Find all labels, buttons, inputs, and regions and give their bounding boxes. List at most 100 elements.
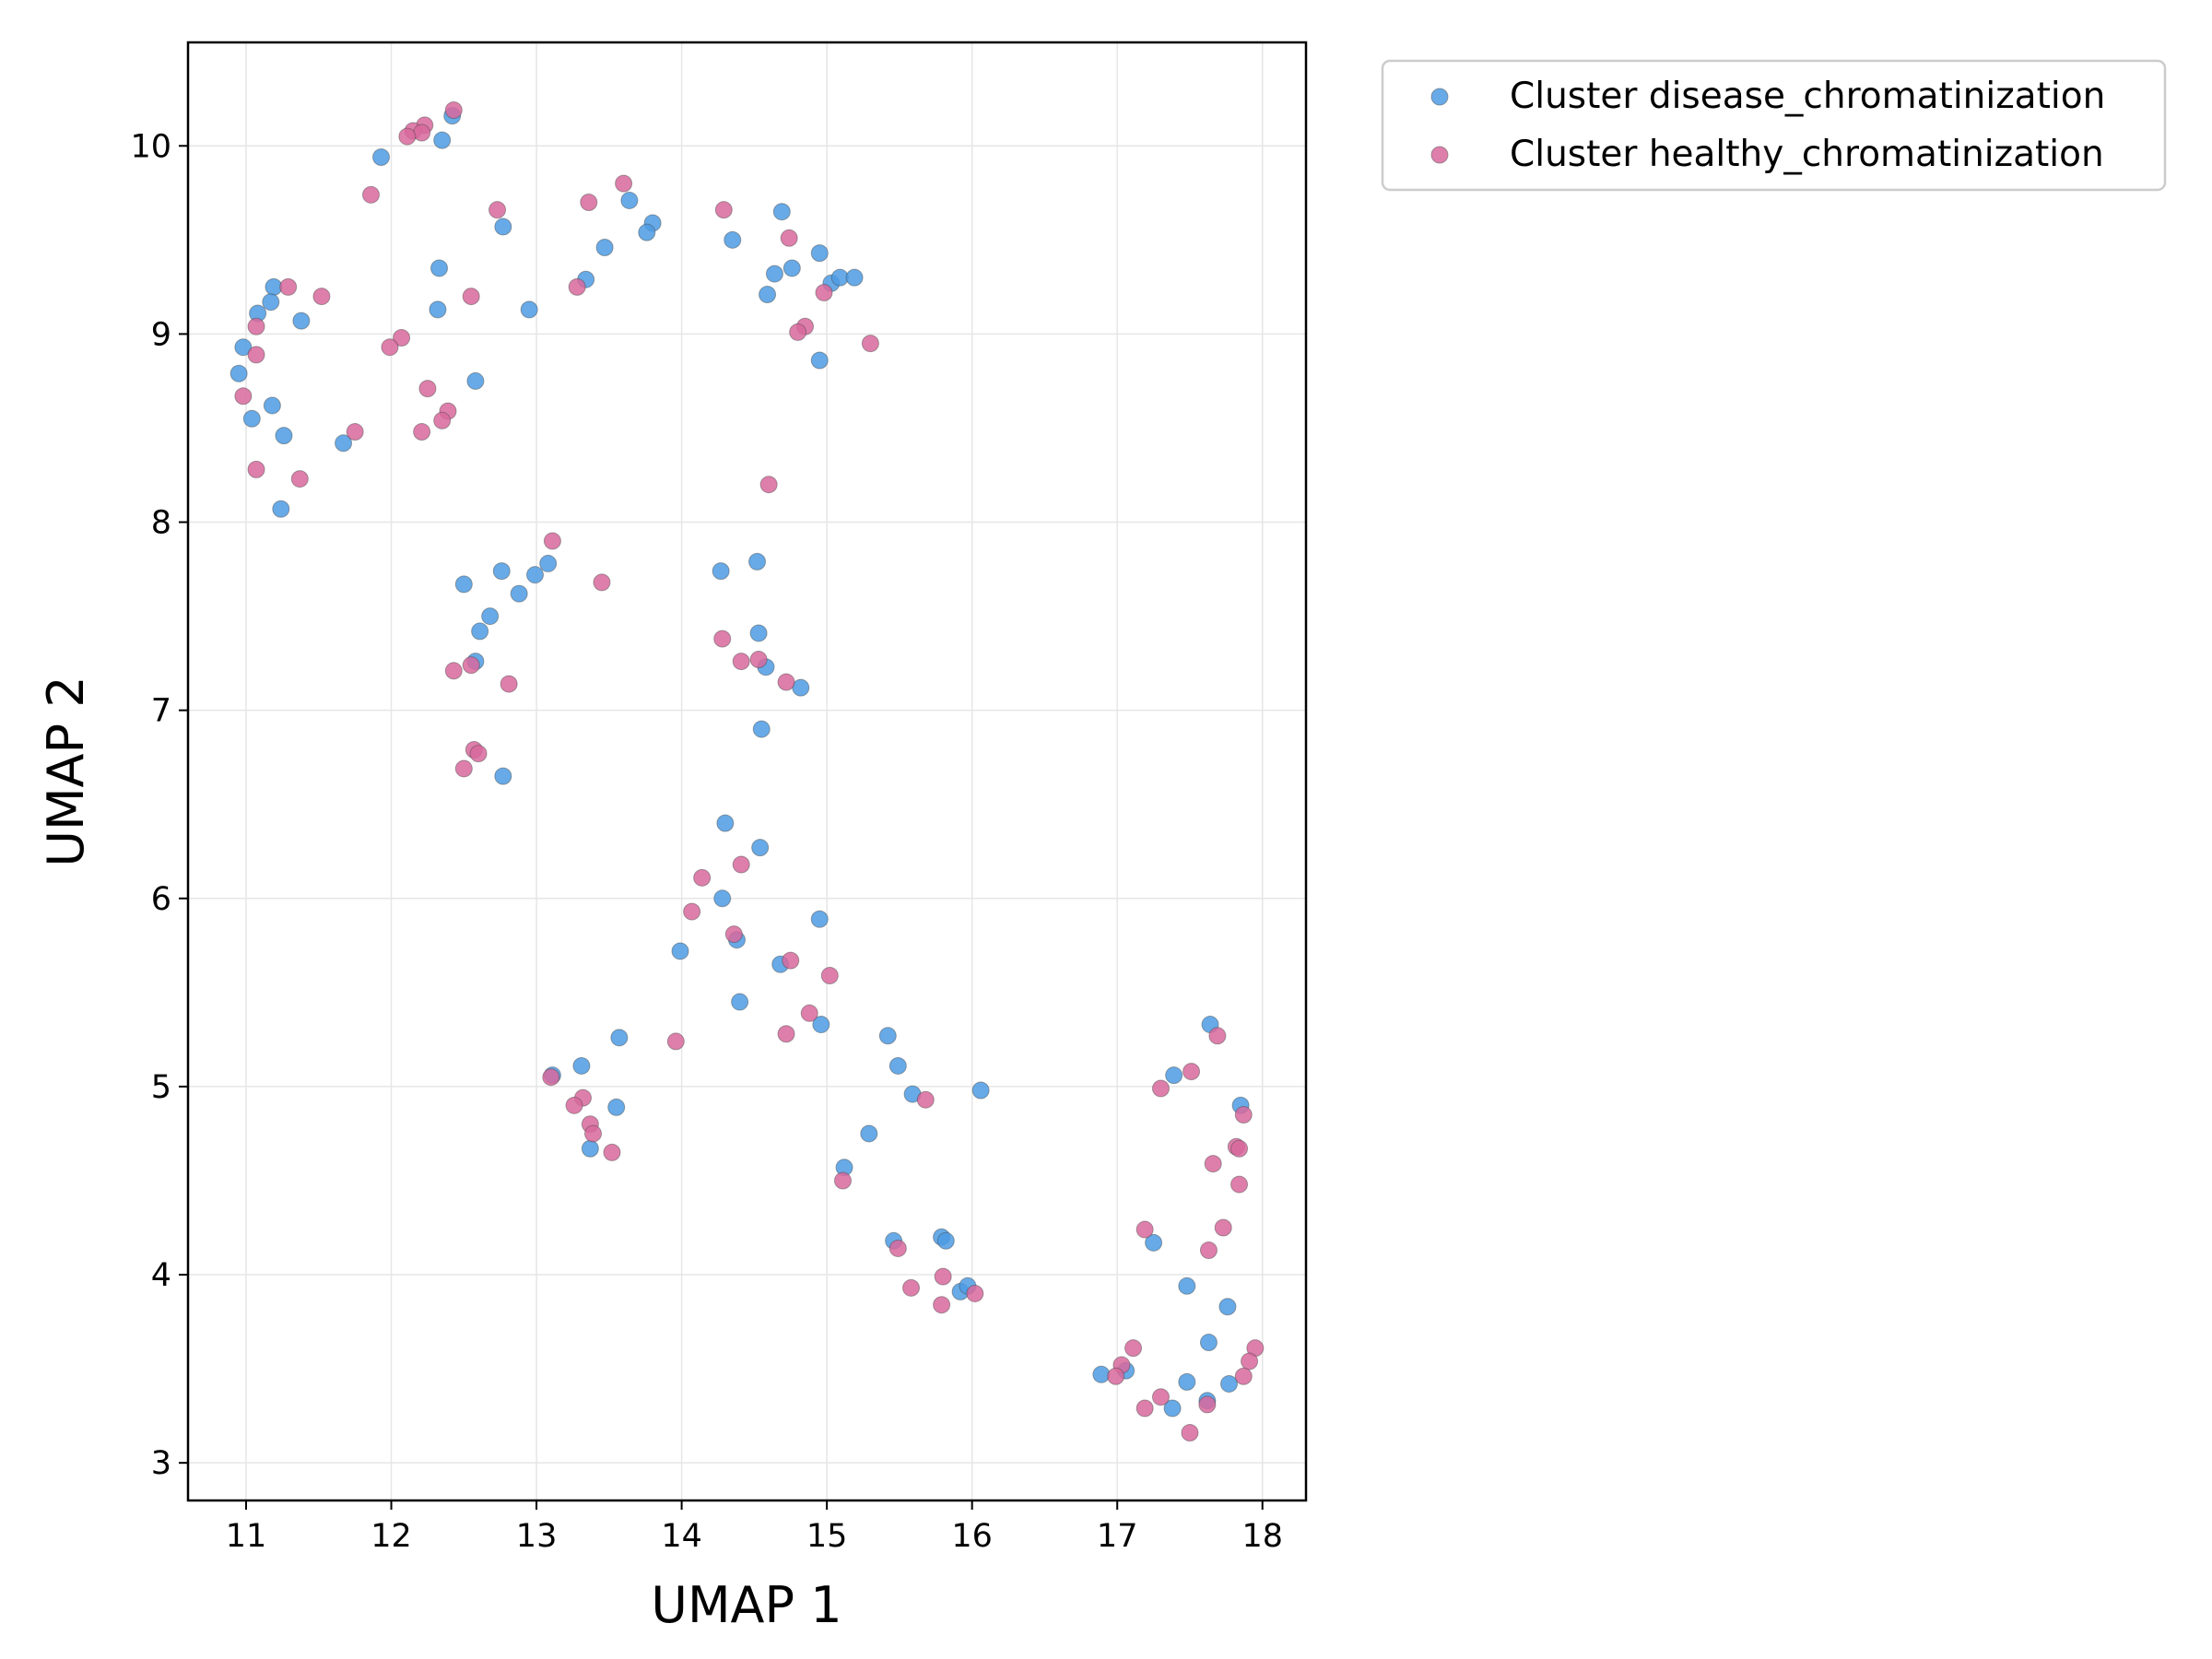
data-point xyxy=(820,966,839,984)
data-point xyxy=(454,575,473,594)
data-point xyxy=(361,185,380,204)
data-point xyxy=(543,532,561,550)
data-point xyxy=(312,288,331,306)
data-point xyxy=(471,622,489,641)
x-axis-label: UMAP 1 xyxy=(651,1576,841,1634)
x-tick-label: 17 xyxy=(1097,1518,1138,1555)
plot-area-frame xyxy=(186,41,1308,1502)
data-point xyxy=(494,218,512,236)
data-point xyxy=(933,1296,951,1314)
data-point xyxy=(429,300,447,319)
data-point xyxy=(454,759,473,778)
data-point xyxy=(772,203,791,221)
data-point xyxy=(488,201,507,219)
grid-lines xyxy=(188,42,1306,1500)
y-tick-label: 8 xyxy=(151,505,171,542)
legend: Cluster disease_chromatinization Cluster… xyxy=(1381,59,2167,192)
series-0 xyxy=(229,107,1250,1418)
data-point xyxy=(693,868,712,887)
data-point xyxy=(749,624,768,642)
data-point xyxy=(292,312,311,330)
data-point xyxy=(247,460,265,478)
legend-marker-disease xyxy=(1430,88,1449,106)
legend-label-disease: Cluster disease_chromatinization xyxy=(1510,76,2105,117)
data-point xyxy=(242,409,261,428)
data-point xyxy=(888,1056,907,1075)
data-point xyxy=(234,338,253,357)
data-point xyxy=(861,335,879,353)
data-point xyxy=(888,1239,907,1257)
data-point xyxy=(1178,1277,1196,1295)
data-point xyxy=(777,1025,795,1043)
legend-frame xyxy=(1381,59,2167,192)
data-point xyxy=(759,476,778,494)
data-point xyxy=(500,675,518,693)
data-point xyxy=(568,277,586,296)
x-tick-label: 14 xyxy=(661,1518,702,1555)
data-point xyxy=(751,839,770,857)
data-point xyxy=(247,346,265,364)
data-point xyxy=(595,239,614,257)
data-point xyxy=(810,244,829,263)
data-point xyxy=(393,328,411,347)
data-point xyxy=(469,745,488,763)
data-point xyxy=(752,720,771,738)
data-point xyxy=(272,500,290,518)
y-tick-label: 4 xyxy=(151,1257,171,1294)
data-point xyxy=(263,396,281,415)
data-point xyxy=(262,293,280,312)
x-tick-label: 15 xyxy=(806,1518,848,1555)
data-point xyxy=(934,1267,952,1286)
data-point xyxy=(462,656,480,675)
y-tick-label: 5 xyxy=(151,1069,171,1106)
data-point xyxy=(1234,1106,1253,1124)
legend-marker-healthy xyxy=(1430,146,1449,164)
x-tick-label: 12 xyxy=(371,1518,412,1555)
data-point xyxy=(1092,1365,1111,1383)
data-point xyxy=(492,562,511,581)
y-tick-label: 7 xyxy=(151,693,171,730)
data-point xyxy=(810,910,829,928)
data-point xyxy=(1124,1339,1143,1358)
data-point xyxy=(430,259,449,277)
data-point xyxy=(1241,1352,1259,1371)
data-point xyxy=(833,1171,852,1190)
series-1 xyxy=(234,100,1265,1442)
data-point xyxy=(610,1029,629,1047)
legend-label-healthy: Cluster healthy_chromatinization xyxy=(1510,134,2104,175)
data-point xyxy=(1204,1155,1222,1173)
data-point xyxy=(526,566,545,584)
data-point xyxy=(1230,1139,1249,1158)
data-point xyxy=(481,607,500,626)
data-point xyxy=(671,942,689,960)
data-point xyxy=(275,427,293,445)
data-point xyxy=(1163,1399,1182,1418)
data-point xyxy=(413,124,431,142)
data-point xyxy=(620,191,639,209)
data-point xyxy=(1198,1395,1217,1414)
data-point xyxy=(494,767,512,785)
y-axis-label: UMAP 2 xyxy=(37,676,95,866)
data-point xyxy=(845,268,864,287)
data-point xyxy=(444,662,463,680)
data-point xyxy=(444,100,463,119)
data-point xyxy=(520,300,538,319)
y-axis-ticks: 3 4 5 6 7 8 9 10 xyxy=(130,128,188,1482)
data-point xyxy=(713,889,732,908)
data-point xyxy=(615,174,633,193)
data-point xyxy=(782,951,800,970)
data-point xyxy=(971,1081,990,1100)
data-point xyxy=(1218,1298,1237,1316)
data-point xyxy=(1234,1367,1253,1385)
data-point xyxy=(916,1090,935,1109)
data-point xyxy=(683,902,701,921)
data-point xyxy=(749,651,768,669)
data-point xyxy=(777,673,795,691)
data-point xyxy=(1145,1233,1163,1252)
y-tick-label: 3 xyxy=(151,1445,171,1482)
data-point xyxy=(714,201,733,219)
data-point xyxy=(1220,1374,1239,1393)
data-point xyxy=(1214,1218,1232,1237)
y-tick-label: 9 xyxy=(151,316,171,353)
data-point xyxy=(732,855,750,874)
